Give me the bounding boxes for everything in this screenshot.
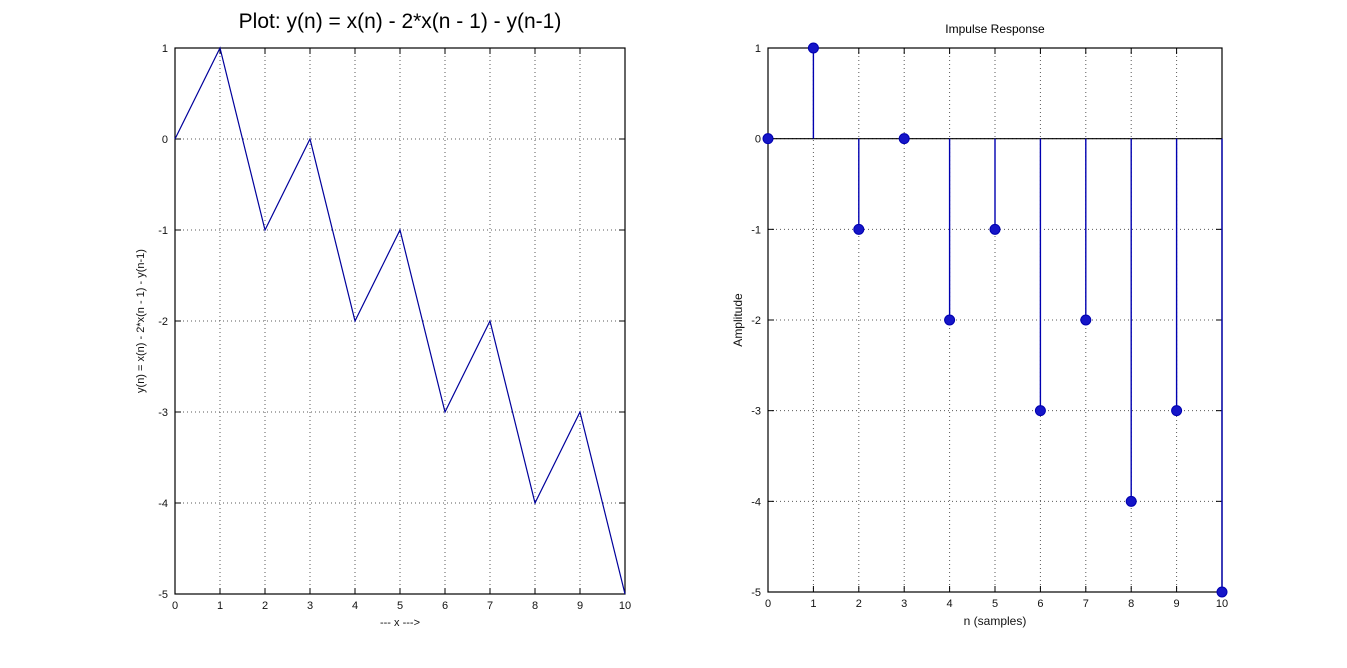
svg-text:-2: -2 <box>751 315 761 327</box>
svg-text:6: 6 <box>442 600 448 612</box>
line-plot-ylabel: y(n) = x(n) - 2*x(n - 1) - y(n-1) <box>135 249 147 393</box>
svg-text:-4: -4 <box>751 496 761 508</box>
svg-text:-1: -1 <box>158 225 168 237</box>
stem-plot-ylabel: Amplitude <box>731 293 745 347</box>
line-plot-xlabel: --- x ---> <box>379 617 420 629</box>
svg-text:-5: -5 <box>158 589 168 601</box>
svg-text:7: 7 <box>487 600 493 612</box>
svg-text:1: 1 <box>755 43 761 55</box>
stem-plot-xlabel: n (samples) <box>963 614 1027 628</box>
svg-text:9: 9 <box>1174 598 1180 610</box>
svg-text:-3: -3 <box>751 406 761 418</box>
svg-text:8: 8 <box>1128 598 1134 610</box>
svg-text:0: 0 <box>172 600 178 612</box>
svg-text:4: 4 <box>947 598 953 610</box>
svg-text:-5: -5 <box>751 587 761 599</box>
svg-text:2: 2 <box>262 600 268 612</box>
svg-text:3: 3 <box>307 600 313 612</box>
svg-text:-2: -2 <box>158 316 168 328</box>
svg-text:2: 2 <box>856 598 862 610</box>
svg-text:1: 1 <box>162 43 168 55</box>
svg-text:-1: -1 <box>751 224 761 236</box>
svg-text:9: 9 <box>577 600 583 612</box>
svg-text:1: 1 <box>810 598 816 610</box>
stem-plot-title: Impulse Response <box>945 22 1045 36</box>
line-plot-title: Plot: y(n) = x(n) - 2*x(n - 1) - y(n-1) <box>238 10 562 33</box>
svg-text:4: 4 <box>352 600 358 612</box>
svg-text:6: 6 <box>1037 598 1043 610</box>
svg-text:5: 5 <box>992 598 998 610</box>
svg-text:1: 1 <box>217 600 223 612</box>
svg-text:10: 10 <box>1216 598 1228 610</box>
svg-text:8: 8 <box>532 600 538 612</box>
svg-text:-3: -3 <box>158 407 168 419</box>
svg-text:0: 0 <box>755 134 761 146</box>
svg-text:3: 3 <box>901 598 907 610</box>
svg-text:0: 0 <box>162 134 168 146</box>
svg-text:7: 7 <box>1083 598 1089 610</box>
svg-text:10: 10 <box>619 600 631 612</box>
svg-text:0: 0 <box>765 598 771 610</box>
svg-text:5: 5 <box>397 600 403 612</box>
svg-text:-4: -4 <box>158 498 168 510</box>
